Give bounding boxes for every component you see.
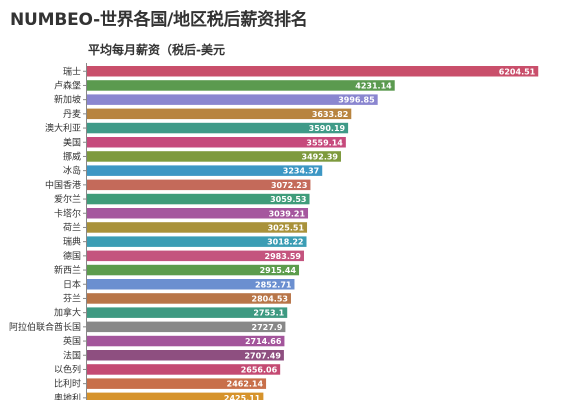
value-label: 3633.82: [312, 110, 348, 119]
category-label: 挪威: [63, 150, 81, 162]
bar: [87, 94, 378, 105]
category-label: 中国香港: [45, 179, 81, 191]
bar: [87, 250, 304, 262]
value-label: 2656.06: [241, 365, 278, 374]
value-label: 2753.1: [253, 309, 284, 318]
bar: [87, 335, 285, 347]
category-label: 新加坡: [54, 94, 81, 106]
category-label: 澳大利亚: [45, 122, 81, 134]
value-label: 2707.49: [244, 351, 281, 360]
value-label: 3559.14: [306, 138, 343, 147]
bar: [87, 80, 395, 91]
bar: [87, 66, 539, 77]
bar: [87, 321, 286, 333]
category-label: 卢森堡: [54, 79, 81, 91]
value-label: 3996.85: [338, 96, 375, 105]
value-label: 2714.66: [245, 337, 282, 346]
category-label: 荷兰: [63, 221, 81, 233]
value-label: 2462.14: [227, 380, 264, 389]
bar: [87, 179, 311, 191]
bar: [87, 208, 309, 219]
category-label: 日本: [63, 278, 81, 290]
category-label: 卡塔尔: [54, 207, 81, 219]
category-label: 比利时: [54, 378, 81, 390]
value-label: 2983.59: [265, 252, 302, 261]
bar: [87, 236, 307, 247]
value-label: 3072.23: [271, 181, 307, 190]
bar: [87, 293, 291, 304]
category-label: 爱尔兰: [54, 193, 81, 205]
category-label: 瑞典: [63, 236, 81, 248]
bar: [87, 165, 323, 176]
value-label: 6204.51: [499, 67, 536, 76]
bar: [87, 307, 288, 318]
category-label: 阿拉伯联合酋长国: [9, 321, 81, 333]
bar: [87, 364, 281, 375]
bar: [87, 193, 310, 205]
category-label: 瑞士: [63, 65, 81, 77]
bar: [87, 108, 352, 120]
category-label: 法国: [63, 349, 81, 361]
bar: [87, 392, 264, 400]
category-label: 德国: [63, 250, 81, 262]
bar: [87, 279, 295, 290]
bar: [87, 264, 300, 276]
category-label: 冰岛: [63, 165, 81, 177]
bar: [87, 222, 308, 233]
category-label: 英国: [63, 335, 81, 347]
value-label: 2915.44: [260, 266, 297, 275]
category-label: 丹麦: [63, 108, 81, 120]
category-label: 以色列: [54, 363, 81, 375]
category-label: 奥地利: [54, 392, 81, 400]
value-label: 2852.71: [255, 280, 292, 289]
value-label: 3059.53: [270, 195, 306, 204]
page-title: NUMBEO-世界各国/地区税后薪资排名: [10, 10, 308, 30]
chart-title: 平均每月薪资（税后-美元: [88, 43, 225, 57]
bar: [87, 151, 341, 162]
value-label: 2425.11: [224, 394, 261, 400]
category-label: 加拿大: [54, 307, 81, 319]
bar: [87, 122, 349, 134]
value-label: 3590.19: [309, 124, 346, 133]
value-label: 2727.9: [252, 323, 283, 332]
bar: [87, 137, 346, 148]
category-label: 美国: [63, 136, 81, 148]
value-label: 3018.22: [267, 238, 303, 247]
value-label: 3492.39: [302, 152, 339, 161]
value-label: 3039.21: [269, 209, 306, 218]
value-label: 2804.53: [252, 294, 288, 303]
bar: [87, 378, 267, 389]
bar: [87, 350, 284, 361]
category-label: 芬兰: [63, 292, 81, 304]
category-label: 新西兰: [54, 264, 81, 276]
value-label: 3025.51: [268, 223, 305, 232]
value-label: 3234.37: [283, 167, 319, 176]
value-label: 4231.14: [355, 81, 392, 90]
